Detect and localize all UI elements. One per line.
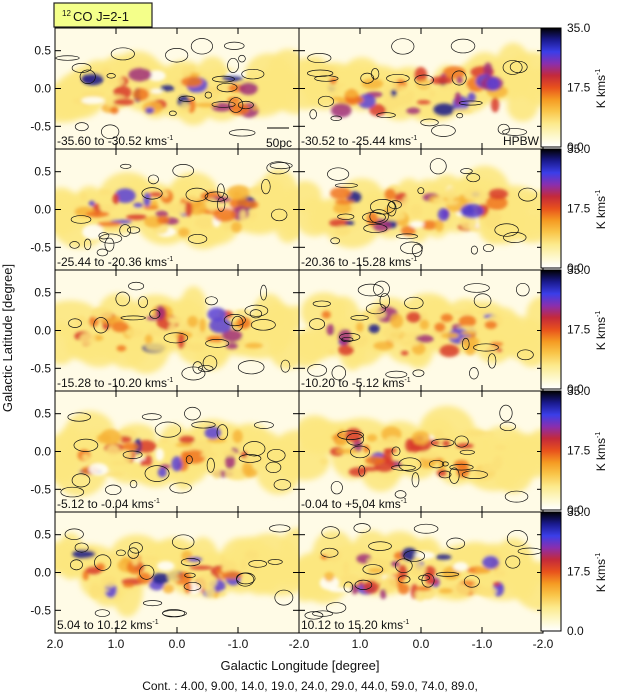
colorbar-label: K kms-1 <box>594 190 608 230</box>
title-box <box>53 2 153 28</box>
colorbar-1: 35.0 17.5 0.0 K kms-1 <box>540 21 608 154</box>
velocity-range-label: -5.12 to -0.04 kms-1 <box>57 497 160 511</box>
colorbar-tick-label: 35.0 <box>567 263 591 277</box>
colorbar-tick-label: 0.0 <box>567 624 584 638</box>
y-tick-label: -0.5 <box>30 240 51 254</box>
velocity-range-label: 10.12 to 15.20 kms-1 <box>301 618 409 632</box>
x-tick-label: -1.0 <box>472 637 493 651</box>
colorbar-tick-label: 0.0 <box>567 503 584 517</box>
velocity-range-label: -0.04 to +5.04 kms-1 <box>301 497 407 511</box>
colorbar-tick-label: 0.0 <box>567 382 584 396</box>
colorbar-label: K kms-1 <box>594 553 608 593</box>
velocity-range-label: -15.28 to -10.20 kms-1 <box>57 376 173 390</box>
colorbar-tick-label: 17.5 <box>567 202 591 216</box>
velocity-range-label: -35.60 to -30.52 kms-1 <box>57 134 173 148</box>
panel-5: 0.5 0.0 -0.5 -15.28 to -10.20 kms-1 <box>30 269 300 392</box>
colorbar-label: K kms-1 <box>594 311 608 351</box>
title-superscript: 12 <box>62 9 71 18</box>
y-tick-label: -0.5 <box>30 361 51 375</box>
colorbar-scale <box>540 511 562 632</box>
colorbar-tick-label: 35.0 <box>567 142 591 156</box>
x-tick-label: 1.0 <box>352 637 369 651</box>
y-tick-label: 0.0 <box>34 566 51 580</box>
colorbar-tick-label: 35.0 <box>567 384 591 398</box>
chart-title: CO J=2-1 <box>73 9 129 24</box>
colorbar-label: K kms-1 <box>594 69 608 109</box>
y-tick-label: 0.5 <box>34 165 51 179</box>
y-tick-label: 0.5 <box>34 44 51 58</box>
panel-6: -10.20 to -5.12 kms-1 <box>298 269 544 392</box>
panel-10: 10.12 to 15.20 kms-1 1.0 0.0 -1.0 -2.0 <box>298 511 554 651</box>
x-tick-label: -2.0 <box>533 637 554 651</box>
beam-label: HPBW <box>503 134 540 148</box>
colorbar-tick-label: 0.0 <box>567 140 584 154</box>
colorbar-scale <box>540 390 562 511</box>
y-tick-label: -0.5 <box>30 119 51 133</box>
colorbar-5: 35.0 17.5 0.0 K kms-1 <box>540 505 608 638</box>
colorbar-2: 35.0 17.5 0.0 K kms-1 <box>540 142 608 275</box>
colorbar-tick-label: 17.5 <box>567 444 591 458</box>
colorbar-scale <box>540 269 562 390</box>
panel-4: -20.36 to -15.28 kms-1 <box>298 148 544 271</box>
velocity-range-label: 5.04 to 10.12 kms-1 <box>57 618 159 632</box>
scale-bar-label: 50pc <box>266 136 292 150</box>
y-tick-label: -0.5 <box>30 482 51 496</box>
colorbar-scale <box>540 148 562 269</box>
panel-grid: 0.5 0.0 -0.5 -35.60 to -30.52 kms-1 50pc -30.… <box>30 27 554 651</box>
y-tick-label: 0.0 <box>34 203 51 217</box>
velocity-range-label: -20.36 to -15.28 kms-1 <box>301 255 417 269</box>
colorbar-group: 35.017.50.0K kms-135.017.50.0K kms-135.0… <box>540 21 608 638</box>
colorbar-tick-label: 17.5 <box>567 565 591 579</box>
velocity-range-label: -25.44 to -20.36 kms-1 <box>57 255 173 269</box>
panel-1: 0.5 0.0 -0.5 -35.60 to -30.52 kms-1 50pc <box>30 27 300 150</box>
velocity-range-label: -30.52 to -25.44 kms-1 <box>301 134 417 148</box>
panel-8: -0.04 to +5.04 kms-1 <box>298 390 544 513</box>
y-tick-label: 0.0 <box>34 82 51 96</box>
colorbar-4: 35.0 17.5 0.0 K kms-1 <box>540 384 608 517</box>
contour-levels-caption: Cont. : 4.00, 9.00, 14.0, 19.0, 24.0, 29… <box>142 679 478 693</box>
velocity-range-label: -10.20 to -5.12 kms-1 <box>301 376 411 390</box>
colorbar-tick-label: 0.0 <box>567 261 584 275</box>
panel-3: 0.5 0.0 -0.5 -25.44 to -20.36 kms-1 <box>30 148 300 271</box>
panel-9: 0.5 0.0 -0.5 5.04 to 10.12 kms-1 2.0 1.0 0.0 -1… <box>30 511 310 651</box>
y-tick-label: 0.5 <box>34 286 51 300</box>
colorbar-tick-label: 17.5 <box>567 323 591 337</box>
x-tick-label: 0.0 <box>413 637 430 651</box>
colorbar-scale <box>540 27 562 148</box>
colorbar-tick-label: 35.0 <box>567 505 591 519</box>
x-tick-label: 2.0 <box>47 637 64 651</box>
y-axis-label: Galactic Latitude [degree] <box>0 264 15 412</box>
x-tick-label: 1.0 <box>108 637 125 651</box>
colorbar-tick-label: 17.5 <box>567 81 591 95</box>
panel-2: -30.52 to -25.44 kms-1 HPBW <box>298 27 544 150</box>
x-axis-label: Galactic Longitude [degree] <box>221 658 380 673</box>
y-tick-label: -0.5 <box>30 603 51 617</box>
x-tick-label: -1.0 <box>228 637 249 651</box>
panel-7: 0.5 0.0 -0.5 -5.12 to -0.04 kms-1 <box>30 390 300 513</box>
colorbar-3: 35.0 17.5 0.0 K kms-1 <box>540 263 608 396</box>
y-tick-label: 0.5 <box>34 528 51 542</box>
colorbar-tick-label: 35.0 <box>567 21 591 35</box>
y-tick-label: 0.0 <box>34 445 51 459</box>
x-tick-label: 0.0 <box>169 637 186 651</box>
y-tick-label: 0.0 <box>34 324 51 338</box>
x-tick-label: -2.0 <box>289 637 310 651</box>
y-tick-label: 0.5 <box>34 407 51 421</box>
colorbar-label: K kms-1 <box>594 432 608 472</box>
